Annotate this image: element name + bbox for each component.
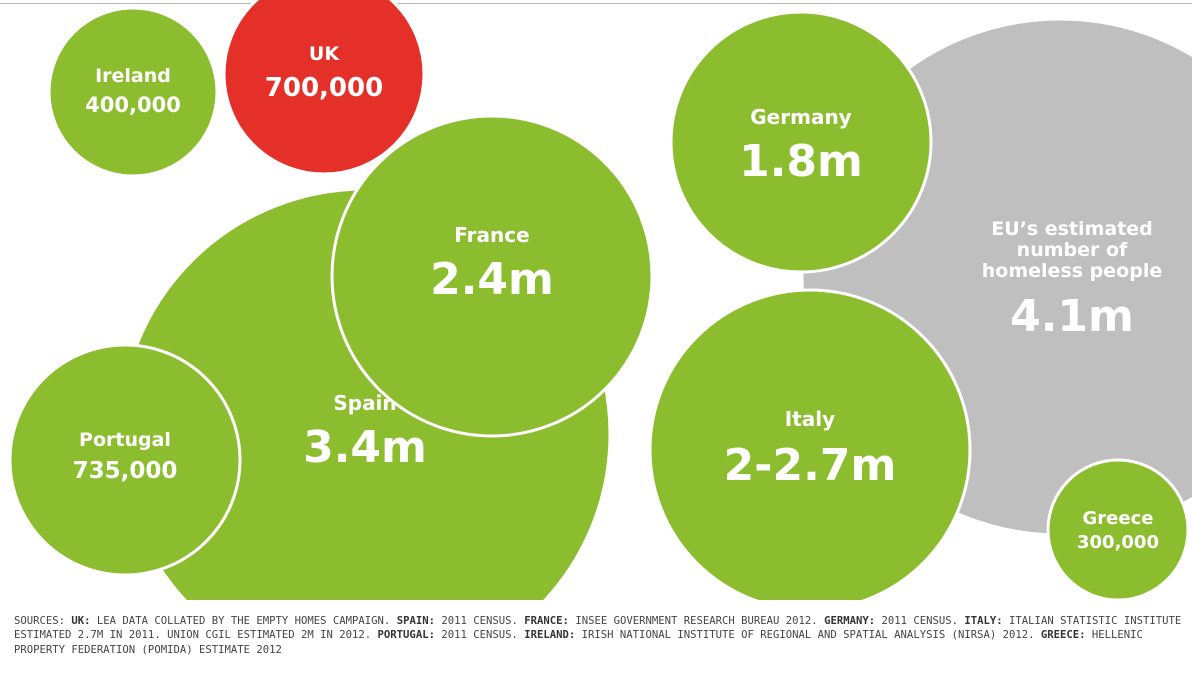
bubble-circle — [222, 0, 426, 176]
bubble-value-label: 700,000 — [265, 73, 383, 103]
source-text: INSEE GOVERNMENT RESEARCH BUREAU 2012. — [568, 615, 825, 627]
bubble-germany: Germany 1.8m — [669, 10, 933, 274]
bubble-portugal: Portugal 735,000 — [8, 343, 242, 577]
bubble-value-label: 4.1m — [1010, 291, 1134, 342]
source-country-label: SPAIN: — [396, 615, 435, 627]
source-text: IRISH NATIONAL INSTITUTE OF REGIONAL AND… — [575, 629, 1041, 642]
bubble-circle — [1046, 458, 1190, 600]
bubble-label: Portugal — [79, 429, 171, 451]
bubble-label: Germany — [750, 105, 851, 129]
bubble-ireland: Ireland 400,000 — [47, 6, 219, 178]
source-country-label: GERMANY: — [824, 615, 876, 627]
bubble-circle — [669, 10, 933, 274]
bubble-circle — [47, 6, 219, 178]
bubble-value-label: 300,000 — [1077, 532, 1159, 553]
source-country-label: ITALY: — [964, 615, 1003, 627]
source-text: HELLENIC PROPERTY FEDERATION (POMIDA) ES… — [14, 629, 1143, 656]
bubble-label: UK — [309, 43, 340, 65]
bubble-label: EU’s estimated number of homeless people — [982, 218, 1162, 282]
source-country-label: IRELAND: — [524, 629, 576, 642]
bubble-value-label: 1.8m — [739, 136, 863, 187]
sources-note: SOURCES: UK: LEA DATA COLLATED BY THE EM… — [14, 614, 1184, 657]
bubble-value-label: 3.4m — [303, 422, 427, 473]
source-country-label: UK: — [71, 615, 91, 627]
source-country-label: FRANCE: — [524, 615, 569, 627]
bubble-circle — [330, 114, 654, 438]
source-country-label: PORTUGAL: — [377, 629, 435, 642]
source-text: SOURCES: — [14, 615, 72, 627]
bubble-italy: Italy 2-2.7m — [648, 288, 972, 600]
bubble-greece: Greece 300,000 — [1046, 458, 1190, 600]
bubble-label: France — [454, 223, 529, 247]
bubble-value-label: 735,000 — [73, 458, 178, 484]
source-text: 2011 CENSUS. — [875, 615, 965, 627]
bubble-circle — [8, 343, 242, 577]
bubble-label: Greece — [1083, 508, 1154, 529]
bubble-label: Italy — [785, 407, 835, 431]
source-country-label: GREECE: — [1040, 629, 1086, 642]
bubble-value-label: 2-2.7m — [724, 440, 897, 491]
bubble-value-label: 2.4m — [430, 254, 554, 305]
top-rule — [0, 3, 1192, 4]
bubble-value-label: 400,000 — [85, 93, 181, 117]
bubble-label: Ireland — [95, 65, 171, 87]
source-text: 2011 CENSUS. — [434, 629, 525, 642]
source-text: 2011 CENSUS. — [434, 615, 525, 627]
bubble-uk: UK 700,000 — [222, 0, 426, 176]
bubble-france: France 2.4m — [330, 114, 654, 438]
bubble-circle — [648, 288, 972, 600]
source-text: LEA DATA COLLATED BY THE EMPTY HOMES CAM… — [90, 615, 397, 627]
source-text: ITALIAN STATISTIC INSTITUTE ESTIMATED 2.… — [14, 615, 1182, 642]
bubble-chart: EU’s estimated number of homeless people 4.… — [8, 0, 1192, 600]
